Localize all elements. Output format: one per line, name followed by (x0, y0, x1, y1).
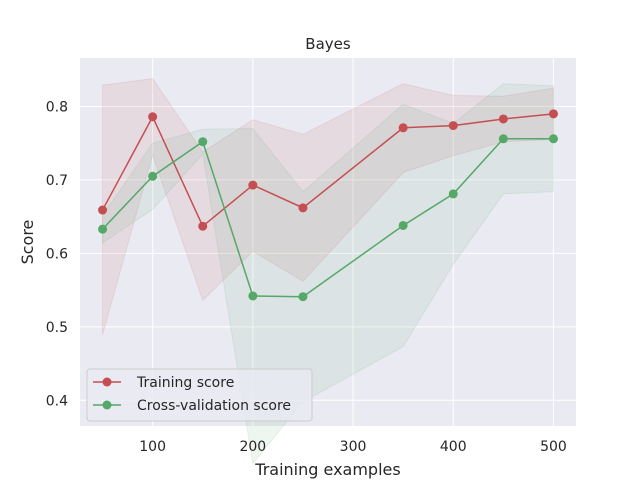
plot-area (80, 58, 576, 426)
series-points (98, 109, 558, 302)
chart-title: Bayes (305, 35, 351, 53)
x-tick-label: 500 (540, 439, 567, 455)
legend-label-cross-validation: Cross-validation score (137, 398, 291, 414)
x-tick-label: 200 (239, 439, 266, 455)
legend-label-training: Training score (136, 375, 234, 391)
point-training (98, 205, 108, 215)
point-training (198, 221, 208, 231)
legend: Training score Cross-validation score (86, 368, 313, 422)
point-cross-validation (148, 171, 158, 181)
y-tick-label: 0.7 (46, 173, 68, 189)
point-training (148, 112, 158, 122)
x-tick-label: 300 (340, 439, 367, 455)
point-training (548, 109, 558, 119)
point-cross-validation (398, 220, 408, 230)
point-cross-validation (298, 292, 308, 302)
point-training (248, 180, 258, 190)
x-tick-label: 100 (139, 439, 166, 455)
y-tick-labels: 0.4 0.5 0.6 0.7 0.8 (46, 99, 68, 409)
y-tick-label: 0.6 (46, 246, 68, 262)
legend-marker-training (102, 377, 112, 387)
point-training (298, 203, 308, 213)
grid-lines (80, 58, 576, 426)
legend-box (86, 368, 313, 422)
y-tick-label: 0.5 (46, 320, 68, 336)
point-cross-validation (198, 137, 208, 147)
y-axis-label: Score (18, 220, 37, 265)
y-tick-label: 0.4 (46, 393, 68, 409)
point-cross-validation (248, 291, 258, 301)
point-cross-validation (548, 134, 558, 144)
point-cross-validation (98, 224, 108, 234)
y-tick-label: 0.8 (46, 99, 68, 115)
point-training (498, 114, 508, 124)
point-training (398, 123, 408, 133)
point-cross-validation (498, 134, 508, 144)
point-training (448, 121, 458, 131)
x-tick-labels: 100 200 300 400 500 (139, 439, 567, 455)
legend-marker-cross-validation (102, 400, 112, 410)
point-cross-validation (448, 189, 458, 199)
x-axis-label: Training examples (254, 460, 400, 479)
x-tick-label: 400 (440, 439, 467, 455)
